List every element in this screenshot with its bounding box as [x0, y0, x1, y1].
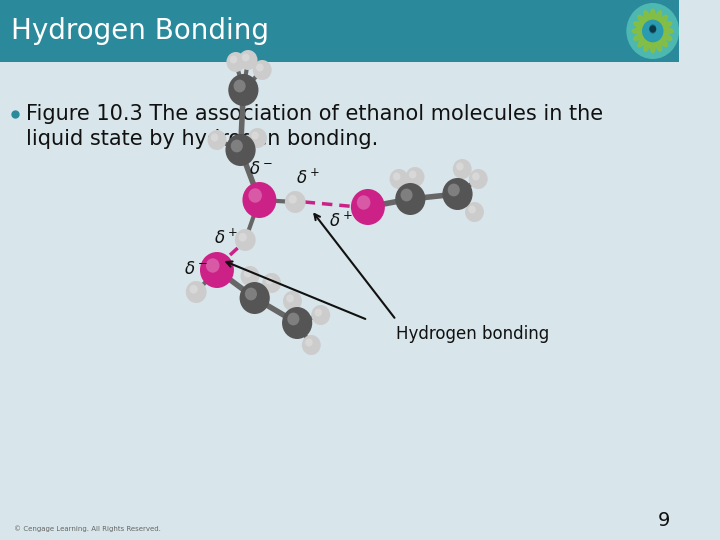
Ellipse shape	[632, 29, 644, 33]
Circle shape	[200, 252, 234, 288]
Ellipse shape	[650, 25, 656, 33]
Circle shape	[245, 288, 257, 300]
Text: 9: 9	[657, 511, 670, 530]
Text: $\delta^+$: $\delta^+$	[329, 212, 354, 231]
Circle shape	[233, 79, 246, 92]
Ellipse shape	[650, 9, 655, 22]
Circle shape	[289, 195, 297, 204]
Circle shape	[244, 269, 251, 278]
Circle shape	[305, 339, 312, 347]
Circle shape	[409, 171, 416, 179]
Circle shape	[238, 233, 247, 241]
Circle shape	[189, 285, 198, 294]
Circle shape	[226, 52, 246, 72]
Circle shape	[448, 184, 460, 197]
Circle shape	[248, 128, 267, 148]
Text: Hydrogen Bonding: Hydrogen Bonding	[12, 17, 269, 45]
Ellipse shape	[659, 37, 667, 46]
Circle shape	[235, 229, 256, 251]
Circle shape	[395, 183, 426, 215]
Bar	[0, 0, 679, 62]
Circle shape	[211, 133, 218, 141]
Circle shape	[243, 182, 276, 218]
Circle shape	[285, 191, 305, 213]
Circle shape	[240, 266, 259, 286]
Circle shape	[251, 132, 259, 139]
Text: $\delta^-$: $\delta^-$	[249, 160, 274, 178]
Circle shape	[242, 53, 250, 62]
Circle shape	[405, 167, 425, 187]
Circle shape	[262, 273, 281, 293]
Circle shape	[206, 258, 220, 273]
Circle shape	[400, 188, 413, 201]
Text: Figure 10.3 The association of ethanol molecules in the: Figure 10.3 The association of ethanol m…	[27, 104, 603, 124]
Circle shape	[287, 313, 300, 326]
Text: liquid state by hydrogen bonding.: liquid state by hydrogen bonding.	[27, 129, 379, 149]
Circle shape	[238, 50, 258, 70]
Circle shape	[228, 74, 258, 106]
Circle shape	[465, 202, 484, 222]
Text: $\delta^+$: $\delta^+$	[215, 229, 238, 248]
Circle shape	[230, 56, 237, 64]
Circle shape	[248, 188, 262, 202]
Ellipse shape	[659, 15, 667, 25]
Ellipse shape	[638, 15, 647, 25]
Circle shape	[282, 307, 312, 339]
Text: $\delta^-$: $\delta^-$	[184, 260, 208, 278]
Circle shape	[311, 305, 330, 325]
Circle shape	[442, 178, 472, 210]
Ellipse shape	[655, 11, 662, 23]
Circle shape	[393, 172, 400, 180]
Ellipse shape	[650, 40, 655, 53]
Circle shape	[453, 159, 472, 179]
Circle shape	[472, 172, 480, 180]
Circle shape	[256, 64, 264, 71]
Circle shape	[456, 163, 464, 171]
Circle shape	[207, 130, 226, 150]
Circle shape	[283, 291, 302, 311]
Circle shape	[468, 206, 476, 213]
Ellipse shape	[661, 33, 672, 40]
Circle shape	[390, 169, 408, 189]
Circle shape	[357, 195, 370, 210]
Text: $\delta^+$: $\delta^+$	[297, 168, 320, 188]
Circle shape	[626, 3, 679, 59]
Circle shape	[240, 282, 270, 314]
Circle shape	[351, 189, 385, 225]
Ellipse shape	[644, 11, 650, 23]
Circle shape	[266, 276, 273, 285]
Ellipse shape	[634, 22, 645, 29]
Circle shape	[230, 140, 243, 152]
Ellipse shape	[662, 29, 673, 33]
Circle shape	[302, 335, 320, 355]
Text: © Cengage Learning. All Rights Reserved.: © Cengage Learning. All Rights Reserved.	[14, 525, 161, 532]
Circle shape	[469, 169, 487, 189]
Circle shape	[650, 26, 655, 32]
Circle shape	[225, 134, 256, 166]
Ellipse shape	[661, 22, 672, 29]
Text: Hydrogen bonding: Hydrogen bonding	[396, 325, 549, 343]
Ellipse shape	[634, 33, 645, 40]
Ellipse shape	[655, 39, 662, 51]
Circle shape	[253, 60, 271, 80]
Circle shape	[287, 294, 294, 302]
Ellipse shape	[638, 37, 647, 46]
Circle shape	[186, 281, 207, 303]
Circle shape	[643, 21, 663, 42]
Ellipse shape	[644, 39, 650, 51]
Circle shape	[315, 308, 322, 316]
